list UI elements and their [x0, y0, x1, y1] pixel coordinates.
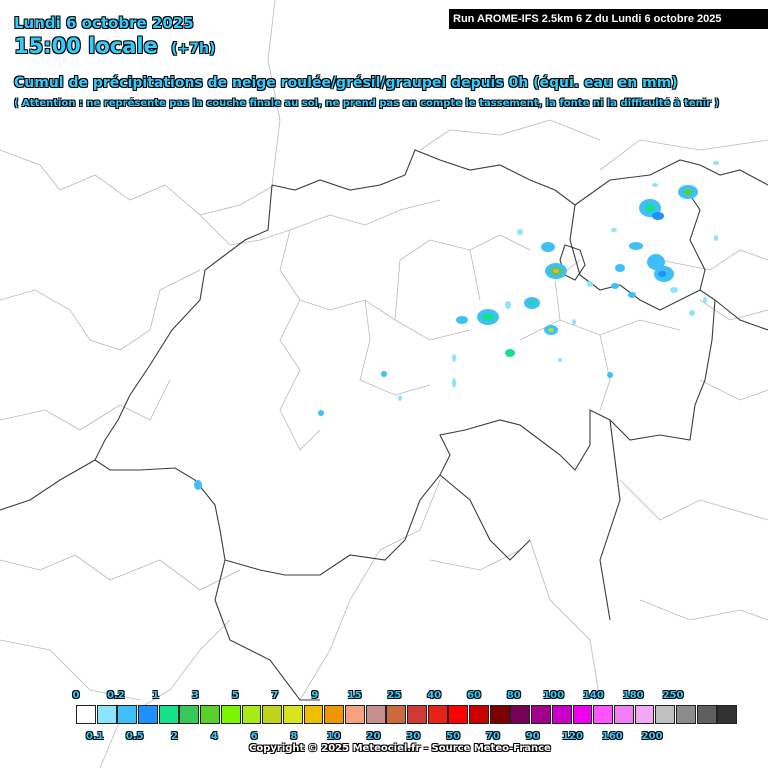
legend-swatch [138, 705, 158, 724]
color-scale-legend [76, 705, 738, 725]
legend-swatch [96, 705, 117, 724]
legend-label-bottom: 8 [290, 731, 298, 742]
legend-label-top: 140 [582, 690, 604, 701]
legend-label-bottom: 10 [326, 731, 341, 742]
legend-swatch [303, 705, 324, 724]
legend-swatch [324, 705, 345, 724]
legend-swatch [158, 705, 179, 724]
legend-label-top: 180 [622, 690, 644, 701]
legend-swatch [510, 705, 531, 724]
map-warning: ( Attention : ne représente pas la couch… [14, 98, 720, 109]
legend-swatch [427, 705, 448, 724]
legend-swatch [407, 705, 427, 724]
legend-label-bottom: 0.1 [86, 731, 104, 742]
legend-swatch [634, 705, 655, 724]
legend-label-top: 9 [311, 690, 319, 701]
legend-label-bottom: 0.5 [125, 731, 144, 742]
legend-swatch [220, 705, 241, 724]
model-run-banner: Run AROME-IFS 2.5km 6 Z du Lundi 6 octob… [449, 9, 768, 29]
legend-label-bottom: 6 [250, 731, 258, 742]
copyright-notice: Copyright © 2025 Meteociel.fr - Source M… [249, 743, 551, 754]
legend-swatch [551, 705, 572, 724]
legend-label-top: 15 [347, 690, 362, 701]
forecast-time-value: 15:00 locale [14, 34, 158, 58]
legend-swatch [675, 705, 696, 724]
legend-swatch [593, 705, 614, 724]
forecast-time: 15:00 locale (+7h) [14, 34, 215, 58]
legend-label-top: 0.2 [106, 690, 125, 701]
legend-label-bottom: 70 [485, 731, 500, 742]
legend-swatch [76, 705, 96, 724]
legend-label-top: 5 [231, 690, 239, 701]
legend-swatch [469, 705, 489, 724]
forecast-offset: (+7h) [171, 41, 216, 57]
legend-swatch [365, 705, 386, 724]
legend-label-bottom: 30 [406, 731, 421, 742]
legend-swatch [282, 705, 303, 724]
legend-label-bottom: 2 [171, 731, 178, 742]
legend-swatch [241, 705, 262, 724]
legend-swatch [696, 705, 717, 724]
legend-label-bottom: 50 [446, 731, 461, 742]
legend-label-top: 250 [662, 690, 684, 701]
legend-label-top: 60 [467, 690, 481, 701]
legend-swatch [344, 705, 365, 724]
legend-swatch [572, 705, 593, 724]
legend-swatch [489, 705, 510, 724]
legend-label-top: 1 [152, 690, 160, 701]
legend-swatch [717, 705, 738, 724]
legend-swatch [179, 705, 200, 724]
legend-swatch [655, 705, 676, 724]
legend-label-bottom: 200 [641, 731, 663, 742]
legend-swatch [262, 705, 283, 724]
graupel-cells [194, 161, 719, 490]
legend-label-bottom: 160 [601, 731, 623, 742]
legend-label-top: 100 [543, 690, 565, 701]
legend-swatch [200, 705, 221, 724]
legend-label-top: 7 [271, 690, 279, 701]
legend-swatch [613, 705, 634, 724]
country-borders [0, 149, 768, 701]
legend-label-bottom: 4 [210, 731, 218, 742]
forecast-date: Lundi 6 octobre 2025 [14, 14, 194, 32]
legend-label-top: 0 [72, 690, 80, 701]
map-title: Cumul de précipitations de neige roulée/… [14, 75, 678, 91]
legend-swatch [531, 705, 552, 724]
legend-label-bottom: 90 [525, 731, 540, 742]
legend-label-bottom: 20 [366, 731, 381, 742]
legend-swatch [386, 705, 407, 724]
legend-label-bottom: 120 [562, 731, 583, 742]
legend-swatch [448, 705, 469, 724]
legend-label-top: 40 [427, 690, 442, 701]
legend-label-top: 25 [387, 690, 402, 701]
legend-label-top: 3 [191, 690, 199, 701]
legend-label-top: 80 [506, 690, 521, 701]
legend-swatch [117, 705, 138, 724]
